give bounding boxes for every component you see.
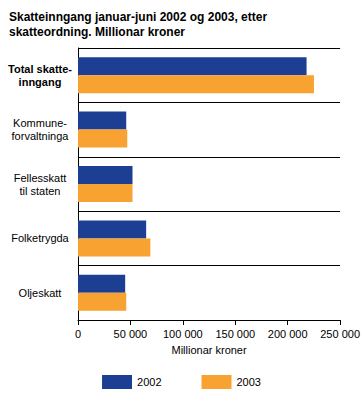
- svg-text:150 000: 150 000: [215, 328, 255, 340]
- svg-text:Skatteinngang januar-juni 2002: Skatteinngang januar-juni 2002 og 2003, …: [9, 10, 270, 24]
- svg-text:Kommune-: Kommune-: [13, 117, 67, 129]
- svg-text:Fellesskatt: Fellesskatt: [14, 172, 67, 184]
- svg-text:100 000: 100 000: [163, 328, 203, 340]
- svg-text:0: 0: [75, 328, 81, 340]
- svg-text:inngang: inngang: [19, 76, 62, 88]
- svg-text:Total skatte-: Total skatte-: [8, 63, 72, 75]
- svg-text:Folketrygda: Folketrygda: [11, 232, 69, 244]
- svg-text:Oljeskatt: Oljeskatt: [19, 287, 62, 299]
- svg-text:Millionar kroner: Millionar kroner: [171, 344, 247, 356]
- svg-text:forvaltninga: forvaltninga: [12, 130, 70, 142]
- svg-text:250 000: 250 000: [320, 328, 360, 340]
- svg-text:50 000: 50 000: [114, 328, 148, 340]
- svg-text:skatteordning. Millionar krone: skatteordning. Millionar kroner: [9, 25, 185, 39]
- svg-text:2003: 2003: [237, 376, 261, 388]
- svg-text:2002: 2002: [137, 376, 161, 388]
- svg-text:200 000: 200 000: [268, 328, 308, 340]
- svg-text:til staten: til staten: [20, 185, 61, 197]
